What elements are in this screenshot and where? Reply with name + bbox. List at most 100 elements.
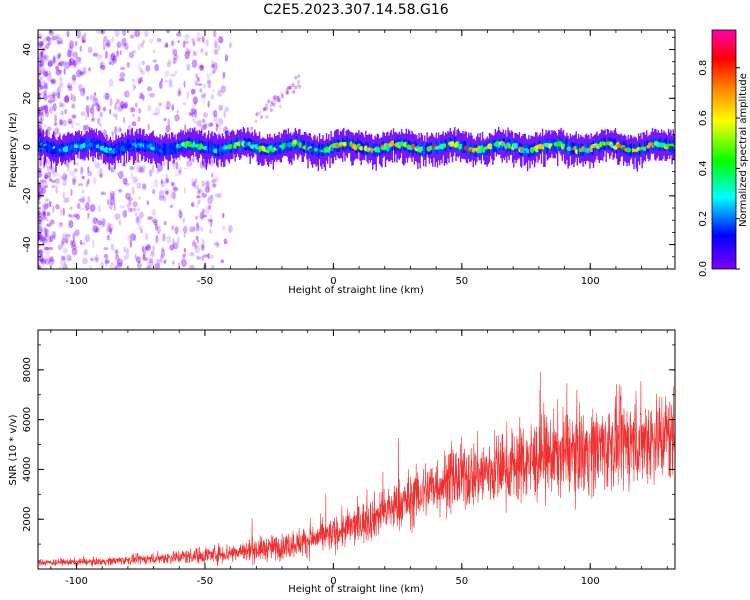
noise-cell [112, 56, 117, 62]
noise-cell [210, 94, 214, 100]
noise-cell [154, 106, 161, 116]
noise-cell [196, 195, 201, 199]
noise-cell [192, 39, 196, 44]
noise-cell [87, 196, 91, 204]
noise-cell [39, 58, 45, 67]
ridge-core [602, 141, 606, 146]
noise-cell [183, 232, 186, 238]
noise-cell [87, 170, 93, 177]
noise-cell [102, 218, 106, 227]
noise-cell [217, 192, 223, 199]
noise-cell [42, 210, 47, 217]
ridge-body [347, 138, 350, 151]
noise-cell [222, 71, 226, 79]
noise-cell [212, 70, 216, 74]
noise-cell [84, 124, 90, 131]
ridge-body [500, 139, 502, 152]
noise-cell [74, 40, 78, 47]
noise-cell [193, 180, 196, 189]
x-tick-label: 0 [330, 276, 336, 287]
noise-cell [44, 257, 51, 265]
noise-cell [102, 45, 106, 51]
noise-cell [197, 119, 202, 127]
noise-cell [191, 116, 195, 122]
noise-cell [130, 172, 134, 180]
noise-cell [154, 63, 160, 72]
noise-cell [122, 177, 128, 185]
noise-cell [207, 100, 210, 108]
colorbar-tick-label: 0.2 [698, 211, 709, 227]
noise-cell [161, 248, 166, 258]
noise-cell [84, 234, 91, 243]
noise-cell [114, 113, 119, 121]
noise-cell [129, 239, 133, 248]
noise-cell [160, 180, 165, 188]
noise-cell [62, 247, 68, 254]
noise-cell [194, 178, 198, 184]
noise-cell [206, 184, 210, 190]
noise-cell [166, 235, 172, 244]
noise-cell [163, 221, 167, 226]
noise-cell [285, 90, 289, 95]
noise-cell [43, 90, 47, 96]
noise-cell [192, 103, 196, 109]
noise-cell [91, 112, 95, 121]
noise-cell [203, 92, 207, 97]
noise-cell [273, 97, 277, 102]
noise-cell [44, 229, 49, 233]
ridge-body [301, 139, 303, 152]
noise-cell [129, 165, 135, 171]
noise-cell [265, 114, 269, 119]
noise-cell [102, 40, 105, 47]
noise-cell [298, 84, 302, 89]
noise-cell [192, 96, 198, 105]
noise-cell [52, 55, 56, 64]
noise-cell [120, 105, 124, 109]
noise-cell [42, 80, 46, 85]
noise-cell [46, 165, 50, 172]
noise-cell [197, 64, 201, 69]
noise-cell [52, 56, 57, 64]
noise-cell [58, 118, 62, 126]
y-tick-label: 2000 [22, 506, 33, 531]
noise-cell [188, 112, 192, 116]
noise-cell [214, 193, 220, 198]
noise-cell [191, 181, 195, 187]
snr-x-label: Height of straight line (km) [288, 584, 424, 595]
noise-cell [64, 174, 68, 180]
noise-cell [50, 166, 56, 174]
y-tick-label: 6000 [22, 407, 33, 432]
colorbar-label: Normalized spectral amplitude [738, 73, 749, 227]
noise-cell [106, 198, 110, 206]
noise-cell [68, 85, 73, 92]
noise-cell [38, 171, 43, 178]
noise-cell [197, 83, 203, 87]
noise-cell [147, 216, 154, 221]
noise-cell [178, 208, 182, 214]
noise-cell [103, 253, 109, 259]
noise-cell [109, 164, 114, 174]
noise-cell [47, 99, 54, 104]
noise-cell [104, 50, 108, 59]
noise-cell [164, 70, 170, 77]
noise-cell [109, 228, 112, 235]
noise-cell [105, 92, 110, 101]
noise-cell [201, 180, 207, 188]
noise-cell [38, 209, 41, 215]
noise-cell [68, 213, 71, 218]
noise-cell [198, 36, 202, 42]
noise-cell [75, 61, 79, 66]
spectrogram-y-ticks: -40 -20 0 20 40 [22, 36, 675, 270]
noise-cell [263, 107, 266, 111]
noise-cell [128, 51, 135, 59]
noise-cell [89, 94, 93, 101]
noise-cell [200, 64, 204, 70]
noise-cell [191, 59, 198, 68]
noise-cell [206, 180, 210, 188]
noise-cell [121, 103, 127, 109]
noise-cell [38, 34, 43, 39]
ridge-body [487, 143, 489, 155]
noise-cell [92, 224, 99, 233]
noise-cell [106, 227, 113, 233]
noise-cell [38, 233, 43, 240]
